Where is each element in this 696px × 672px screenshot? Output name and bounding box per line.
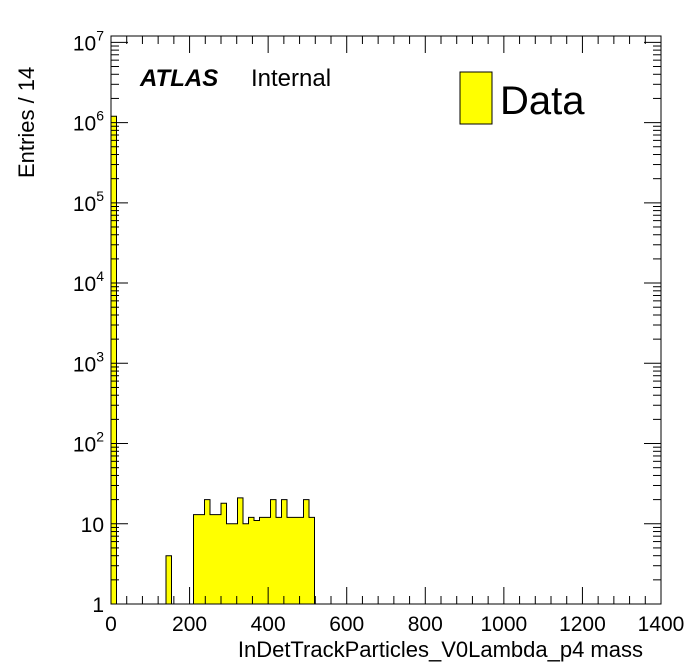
x-tick-label: 800	[408, 613, 443, 636]
y-tick-label: 10	[81, 514, 104, 537]
y-tick-label: 102	[73, 429, 104, 457]
histogram-bar	[111, 116, 117, 605]
histogram-bar	[287, 517, 293, 604]
histogram-bar	[298, 517, 304, 604]
y-tick-label: 103	[73, 348, 104, 376]
histogram-bar	[270, 499, 276, 604]
histogram-bar	[248, 517, 254, 604]
histogram-bar	[265, 517, 271, 604]
histogram-bar	[237, 497, 243, 604]
histogram-bar	[292, 517, 298, 604]
y-axis-title: Entries / 14	[14, 67, 39, 178]
histogram-bar	[226, 523, 232, 604]
internal-label: Internal	[251, 65, 331, 92]
histogram-bar	[243, 523, 249, 604]
legend: Data	[459, 71, 585, 125]
legend-entry-data: Data	[500, 79, 585, 123]
plot-frame	[111, 36, 661, 604]
legend-swatch	[459, 71, 493, 125]
x-tick-labels: 0 200 400 600 800 1000 1200 1400	[105, 613, 684, 636]
x-axis-title: InDetTrackParticles_V0Lambda_p4 mass	[238, 637, 643, 662]
y-tick-labels: 1 10 102 103 104 105 106 107	[73, 27, 104, 617]
y-tick-label: 1	[92, 594, 104, 617]
histogram-bar	[281, 499, 287, 604]
x-tick-label: 1400	[638, 613, 685, 636]
x-tick-label: 1000	[480, 613, 527, 636]
x-tick-label: 1200	[559, 613, 606, 636]
y-tick-label: 106	[73, 108, 104, 136]
histogram-bar	[221, 503, 227, 604]
atlas-label: ATLAS	[139, 65, 218, 92]
histogram-bar	[215, 514, 221, 604]
y-tick-label: 104	[73, 268, 104, 296]
histogram-bar	[204, 499, 210, 604]
histogram-bar	[210, 514, 216, 604]
y-tick-label: 107	[73, 27, 104, 55]
histogram-bar	[303, 499, 309, 604]
plot-border	[110, 35, 662, 605]
histogram-bar	[259, 517, 265, 604]
histogram-bar	[199, 514, 205, 604]
histogram-bar	[309, 517, 315, 604]
x-tick-label: 200	[172, 613, 207, 636]
y-axis-ticks	[111, 41, 661, 605]
x-axis-ticks	[110, 36, 662, 604]
x-tick-label: 400	[251, 613, 286, 636]
histogram-bar	[193, 514, 199, 604]
x-tick-label: 600	[329, 613, 364, 636]
histogram-bar	[166, 555, 172, 604]
histogram-bar	[232, 523, 238, 604]
y-tick-label: 105	[73, 188, 104, 216]
histogram-bar	[276, 517, 282, 604]
x-tick-label: 0	[105, 613, 117, 636]
histogram-bar	[254, 520, 260, 604]
